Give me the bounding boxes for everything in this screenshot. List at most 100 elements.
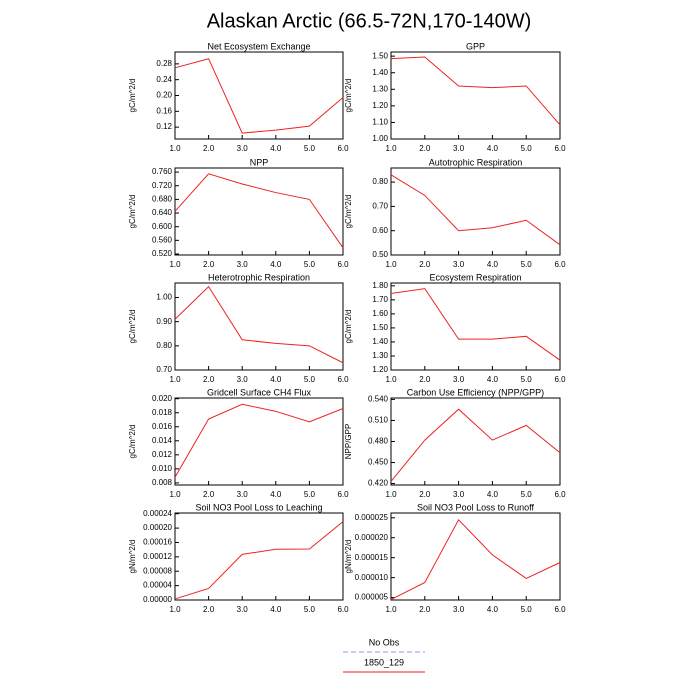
legend-label: 1850_129 [364, 657, 404, 667]
y-tick-label: 0.020 [152, 394, 173, 403]
y-tick-label: 0.000010 [355, 573, 389, 582]
x-tick-label: 4.0 [487, 144, 499, 153]
x-tick-label: 4.0 [270, 490, 282, 499]
y-tick-label: 1.70 [372, 295, 388, 304]
data-line [390, 518, 561, 601]
x-tick-label: 6.0 [554, 144, 566, 153]
x-tick-label: 5.0 [304, 490, 316, 499]
y-tick-label: 0.00012 [143, 552, 172, 561]
x-tick-label: 5.0 [304, 144, 316, 153]
x-tick-label: 1.0 [385, 605, 397, 614]
y-tick-label: 0.014 [152, 436, 173, 445]
x-tick-label: 2.0 [203, 260, 215, 269]
plot-frame [390, 51, 561, 140]
x-tick-label: 4.0 [270, 144, 282, 153]
legend-label: No Obs [369, 637, 400, 647]
x-tick-label: 1.0 [385, 490, 397, 499]
y-tick-label: 0.560 [152, 235, 173, 244]
y-tick-label: 0.00016 [143, 538, 172, 547]
x-tick-label: 5.0 [304, 605, 316, 614]
y-tick-label: 0.00020 [143, 523, 172, 532]
x-tick-label: 1.0 [169, 375, 181, 384]
y-axis-label: gN/m^2/d [344, 540, 353, 574]
x-tick-label: 2.0 [419, 490, 431, 499]
x-tick-label: 4.0 [270, 605, 282, 614]
plot-frame [390, 512, 561, 601]
x-tick-label: 2.0 [419, 375, 431, 384]
x-tick-label: 5.0 [304, 260, 316, 269]
y-tick-label: 0.80 [372, 177, 388, 186]
y-tick-label: 0.70 [156, 365, 172, 374]
y-tick-label: 0.000020 [355, 533, 389, 542]
y-tick-label: 0.520 [152, 249, 173, 258]
plot-frame [174, 512, 344, 601]
x-tick-label: 1.0 [169, 605, 181, 614]
x-tick-label: 2.0 [419, 605, 431, 614]
x-tick-label: 6.0 [554, 605, 566, 614]
y-axis-label: gC/m^2/d [128, 79, 137, 113]
y-tick-label: 0.640 [152, 208, 173, 217]
panel-title: Soil NO3 Pool Loss to Leaching [195, 502, 322, 512]
y-tick-label: 0.90 [156, 317, 172, 326]
x-tick-label: 6.0 [337, 144, 349, 153]
y-tick-label: 0.760 [152, 167, 173, 176]
plot-frame [390, 282, 561, 371]
y-tick-label: 0.510 [368, 416, 389, 425]
panel-title: NPP [250, 157, 269, 167]
plot-frame [174, 167, 344, 256]
y-tick-label: 0.420 [368, 479, 389, 488]
y-tick-label: 0.50 [372, 250, 388, 259]
panel-title: Carbon Use Efficiency (NPP/GPP) [407, 387, 544, 397]
y-axis-label: gC/m^2/d [128, 195, 137, 229]
panel-title: GPP [466, 41, 485, 51]
plot-frame [390, 397, 561, 486]
x-tick-label: 3.0 [237, 490, 249, 499]
panel-title: Soil NO3 Pool Loss to Runoff [417, 502, 534, 512]
data-line [174, 403, 344, 478]
y-axis-label: NPP/GPP [344, 424, 353, 460]
y-tick-label: 1.10 [372, 118, 388, 127]
x-tick-label: 4.0 [487, 605, 499, 614]
x-tick-label: 5.0 [521, 144, 533, 153]
y-tick-label: 0.012 [152, 450, 173, 459]
panel-title: Heterotrophic Respiration [208, 272, 310, 282]
panel-title: Autotrophic Respiration [429, 157, 523, 167]
data-line [390, 288, 561, 361]
data-line [174, 173, 344, 249]
y-axis-label: gC/m^2/d [344, 310, 353, 344]
x-tick-label: 1.0 [385, 375, 397, 384]
y-tick-label: 1.20 [372, 365, 388, 374]
y-tick-label: 0.80 [156, 341, 172, 350]
y-tick-label: 1.50 [372, 323, 388, 332]
data-line [174, 285, 344, 364]
x-tick-label: 4.0 [270, 260, 282, 269]
x-tick-label: 6.0 [337, 605, 349, 614]
x-tick-label: 2.0 [203, 144, 215, 153]
x-tick-label: 3.0 [453, 260, 465, 269]
y-tick-label: 0.16 [156, 106, 172, 115]
x-tick-label: 3.0 [237, 605, 249, 614]
x-tick-label: 6.0 [337, 375, 349, 384]
x-tick-label: 1.0 [385, 144, 397, 153]
x-tick-label: 3.0 [237, 144, 249, 153]
x-tick-label: 1.0 [169, 260, 181, 269]
x-tick-label: 6.0 [337, 260, 349, 269]
y-tick-label: 0.24 [156, 75, 172, 84]
y-tick-label: 0.010 [152, 464, 173, 473]
data-line [390, 174, 561, 246]
y-tick-label: 1.40 [372, 337, 388, 346]
data-line [174, 58, 344, 134]
y-tick-label: 0.20 [156, 91, 172, 100]
y-tick-label: 0.008 [152, 478, 173, 487]
plot-frame [174, 282, 344, 371]
y-tick-label: 0.000005 [355, 593, 389, 602]
panel-title: Ecosystem Respiration [429, 272, 521, 282]
x-tick-label: 2.0 [203, 490, 215, 499]
x-tick-label: 4.0 [487, 490, 499, 499]
x-tick-label: 5.0 [521, 490, 533, 499]
x-tick-label: 5.0 [304, 375, 316, 384]
y-tick-label: 1.30 [372, 84, 388, 93]
data-line [174, 521, 344, 600]
